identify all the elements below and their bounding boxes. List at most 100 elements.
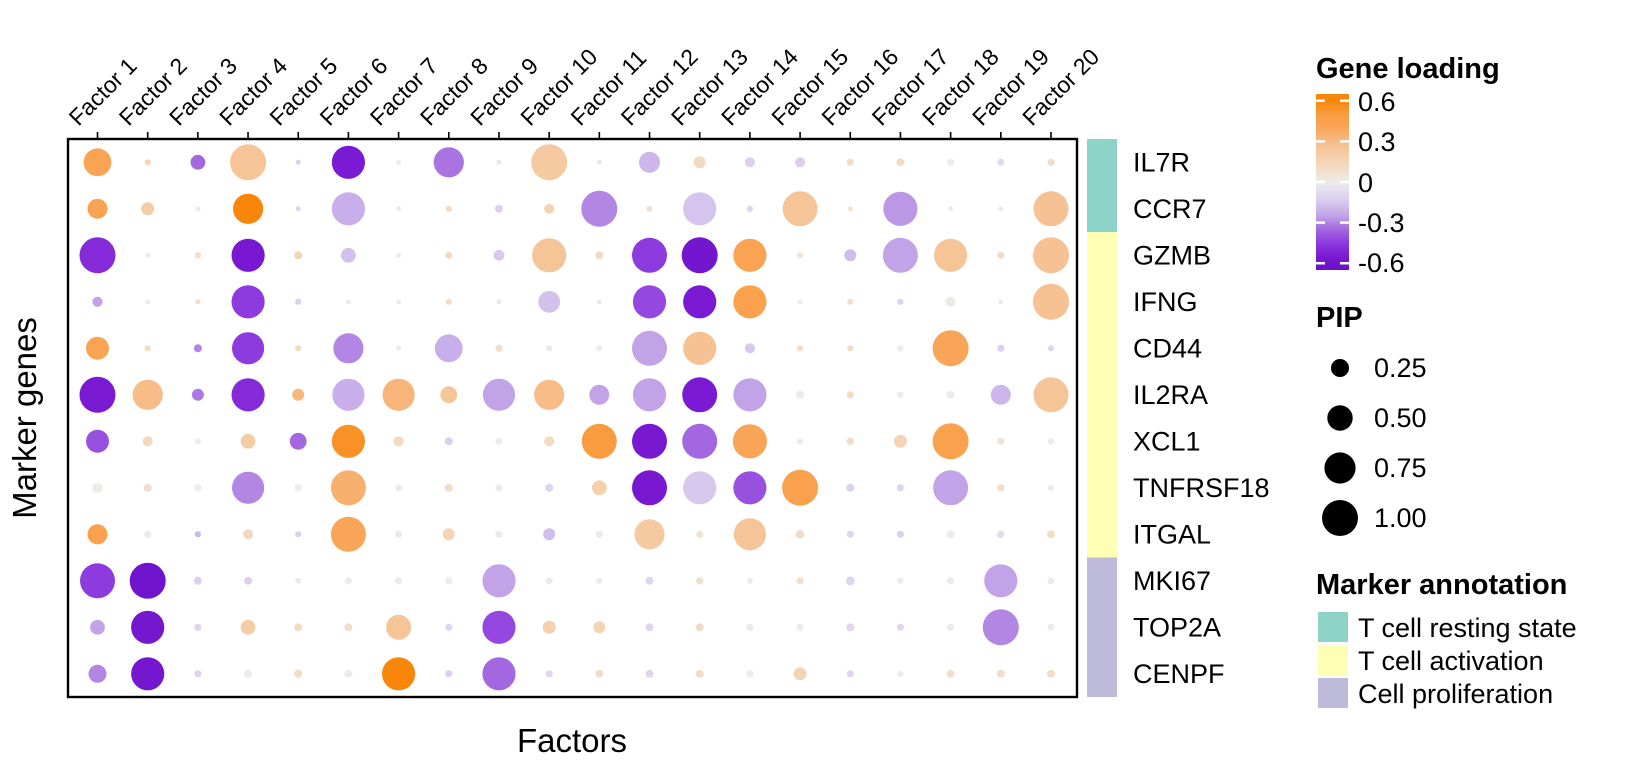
dot-IL2RA-1: [79, 376, 116, 413]
dot-IL7R-9: [496, 159, 502, 165]
dot-CCR7-13: [683, 192, 717, 226]
dot-CD44-15: [797, 345, 804, 352]
dot-IL2RA-19: [990, 384, 1011, 405]
dot-ITGAL-8: [442, 528, 455, 541]
dot-TOP2A-4: [240, 619, 256, 635]
dot-GZMB-12: [632, 237, 667, 273]
dot-IL2RA-18: [946, 390, 955, 399]
dot-CENPF-13: [695, 669, 704, 678]
dot-CD44-8: [434, 334, 463, 363]
dot-IL7R-15: [795, 157, 806, 168]
dot-IFNG-4: [231, 285, 265, 319]
dot-MKI67-12: [645, 576, 654, 585]
dot-XCL1-8: [444, 437, 453, 446]
dot-IFNG-3: [195, 299, 201, 305]
dot-CENPF-9: [482, 657, 516, 691]
dot-ITGAL-1: [87, 524, 108, 545]
dot-MKI67-4: [244, 576, 253, 585]
dot-GZMB-5: [294, 251, 303, 260]
dot-MKI67-15: [796, 577, 804, 585]
dot-IL2RA-16: [846, 391, 854, 399]
dot-IFNG-19: [998, 299, 1004, 305]
dot-XCL1-19: [997, 437, 1005, 445]
dot-TNFRSF18-6: [330, 470, 366, 506]
dot-CCR7-12: [646, 205, 653, 212]
dot-TOP2A-5: [294, 623, 303, 632]
dot-IFNG-7: [396, 299, 402, 305]
dot-CCR7-5: [295, 206, 301, 212]
dot-IFNG-5: [295, 298, 302, 305]
dot-XCL1-12: [632, 423, 667, 459]
dot-XCL1-15: [797, 438, 804, 445]
dot-MKI67-20: [1047, 577, 1055, 585]
dot-TOP2A-14: [746, 623, 754, 631]
dot-IL7R-6: [331, 145, 365, 179]
dot-IL2RA-3: [191, 388, 204, 401]
annotation-swatch-proliferation: [1318, 678, 1348, 708]
dot-ITGAL-6: [330, 516, 366, 552]
dot-IL7R-4: [230, 144, 267, 181]
dot-IFNG-12: [632, 285, 667, 319]
dot-CENPF-19: [996, 669, 1005, 678]
dot-CCR7-16: [847, 206, 853, 212]
dot-GZMB-17: [882, 237, 918, 273]
pip-legend-title: PIP: [1316, 302, 1363, 334]
dot-TOP2A-1: [90, 619, 105, 635]
dot-TOP2A-11: [593, 621, 606, 634]
dot-GZMB-4: [231, 238, 265, 272]
dot-TNFRSF18-20: [1047, 484, 1055, 491]
dot-CENPF-5: [294, 669, 303, 678]
dot-ITGAL-16: [846, 530, 854, 538]
dot-TNFRSF18-4: [232, 471, 265, 504]
dot-IL2RA-11: [589, 384, 610, 405]
dot-CCR7-10: [544, 203, 555, 214]
dot-IFNG-15: [797, 299, 803, 305]
dot-XCL1-16: [846, 437, 854, 445]
dot-CCR7-9: [495, 204, 503, 213]
dot-TOP2A-20: [1047, 623, 1055, 631]
dot-ITGAL-18: [946, 530, 955, 539]
dot-TNFRSF18-15: [782, 469, 819, 506]
dot-IL7R-12: [639, 151, 660, 173]
colorbar-ticks: [1316, 99, 1349, 265]
dot-IL2RA-8: [440, 386, 458, 404]
dot-ITGAL-2: [144, 530, 152, 538]
dot-XCL1-2: [142, 436, 153, 447]
dot-ITGAL-5: [295, 531, 302, 538]
dot-MKI67-18: [947, 577, 955, 585]
dot-CENPF-20: [1047, 669, 1055, 678]
dot-TOP2A-8: [445, 623, 453, 631]
dot-CCR7-6: [331, 192, 365, 226]
dot-CD44-17: [897, 345, 904, 352]
dot-IFNG-14: [733, 285, 767, 319]
dot-CENPF-16: [846, 670, 854, 678]
dot-TNFRSF18-16: [846, 483, 855, 492]
dot-MKI67-8: [445, 577, 453, 585]
dot-CENPF-14: [746, 670, 754, 678]
dot-CCR7-3: [195, 206, 201, 212]
dot-TOP2A-10: [542, 620, 556, 634]
dot-TOP2A-16: [846, 623, 855, 632]
dot-XCL1-13: [682, 423, 718, 459]
dot-GZMB-1: [79, 237, 116, 274]
dot-CCR7-1: [87, 198, 108, 219]
dot-IL2RA-15: [796, 390, 805, 399]
dot-MKI67-17: [897, 577, 904, 584]
dot-IL2RA-17: [897, 391, 904, 398]
dot-IFNG-13: [683, 285, 717, 319]
dot-IL7R-16: [846, 158, 854, 166]
gene-label: CCR7: [1133, 194, 1207, 224]
annotation-bar-segment: [1087, 139, 1117, 232]
gene-label: TNFRSF18: [1133, 473, 1270, 503]
gene-loading-legend-title: Gene loading: [1316, 53, 1500, 85]
dot-MKI67-19: [984, 564, 1018, 598]
dot-CENPF-8: [445, 670, 453, 678]
dot-CD44-14: [744, 343, 756, 354]
dot-IFNG-11: [596, 299, 602, 305]
pip-legend-label: 0.25: [1374, 353, 1427, 383]
dot-GZMB-19: [997, 251, 1005, 259]
annotation-swatch-activation: [1318, 645, 1348, 675]
dot-TOP2A-9: [482, 610, 516, 644]
dot-MKI67-3: [193, 576, 202, 585]
dot-GZMB-6: [341, 247, 356, 263]
